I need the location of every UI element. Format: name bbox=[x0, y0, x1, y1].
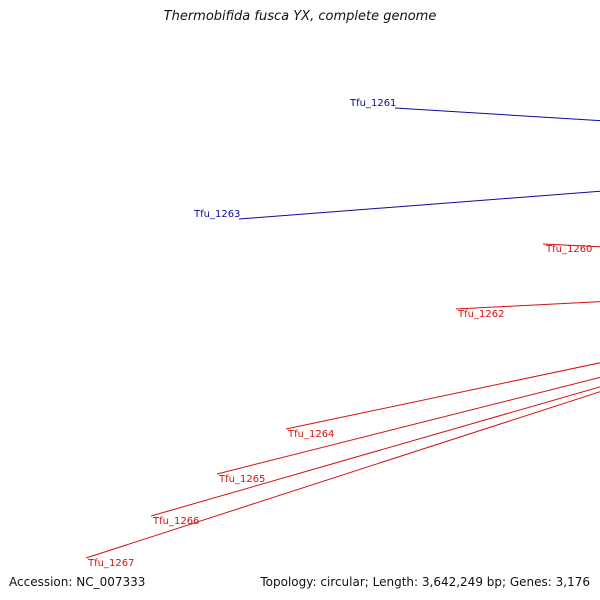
gene-label: Tfu_1267 bbox=[87, 558, 134, 569]
gene-leader-line bbox=[150, 386, 600, 517]
accession-text: Accession: NC_007333 bbox=[9, 575, 146, 589]
gene-leader-line bbox=[216, 376, 600, 475]
gene-leader-line bbox=[85, 391, 600, 559]
gene-label: Tfu_1263 bbox=[193, 209, 240, 220]
genome-summary-text: Topology: circular; Length: 3,642,249 bp… bbox=[260, 575, 590, 589]
gene-leader-line bbox=[285, 362, 600, 430]
gene-label: Tfu_1260 bbox=[545, 244, 592, 255]
gene-leader-line bbox=[394, 107, 600, 122]
gene-labels: Tfu_1261 Tfu_1263 Tfu_1260 Tfu_1262 Tfu_1264… bbox=[85, 98, 600, 569]
gene-leader-line bbox=[238, 190, 600, 220]
gene-leader-line bbox=[455, 301, 600, 310]
map-title: Thermobifida fusca YX, complete genome bbox=[163, 9, 437, 24]
gene-label: Tfu_1264 bbox=[287, 429, 334, 440]
gene-label: Tfu_1261 bbox=[349, 98, 396, 109]
gene-label: Tfu_1262 bbox=[457, 309, 504, 320]
gene-label: Tfu_1265 bbox=[218, 474, 265, 485]
gene-label: Tfu_1266 bbox=[152, 516, 199, 527]
